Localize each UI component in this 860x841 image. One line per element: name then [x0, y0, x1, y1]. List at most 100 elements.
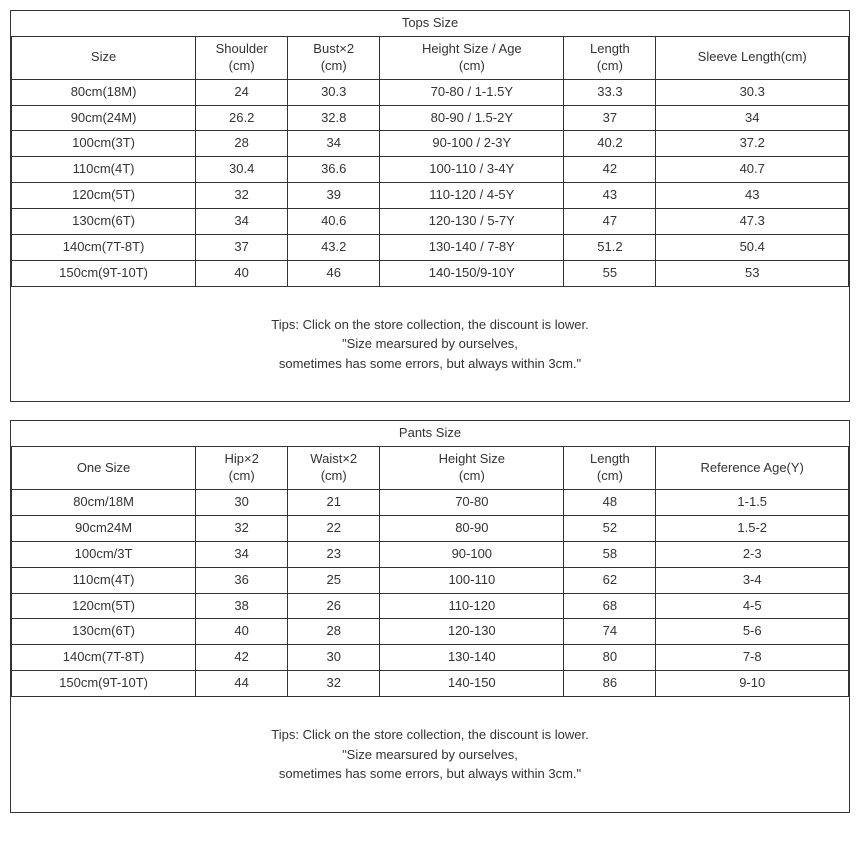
table-cell: 39: [288, 183, 380, 209]
table-cell: 26: [288, 593, 380, 619]
table-cell: 42: [196, 645, 288, 671]
table-cell: 23: [288, 541, 380, 567]
table-cell: 130cm(6T): [12, 209, 196, 235]
table-cell: 42: [564, 157, 656, 183]
table-cell: 53: [656, 260, 849, 286]
tops-header-cell: Length(cm): [564, 36, 656, 79]
table-cell: 21: [288, 489, 380, 515]
table-cell: 120-130: [380, 619, 564, 645]
table-cell: 34: [288, 131, 380, 157]
table-cell: 90-100: [380, 541, 564, 567]
table-cell: 140-150/9-10Y: [380, 260, 564, 286]
table-cell: 47: [564, 209, 656, 235]
table-cell: 34: [196, 209, 288, 235]
table-cell: 120cm(5T): [12, 183, 196, 209]
table-cell: 120cm(5T): [12, 593, 196, 619]
table-cell: 90cm24M: [12, 515, 196, 541]
table-cell: 150cm(9T-10T): [12, 260, 196, 286]
pants-header-cell: Length(cm): [564, 447, 656, 490]
table-row: 120cm(5T) 32 39 110-120 / 4-5Y 43 43: [12, 183, 849, 209]
table-cell: 100-110: [380, 567, 564, 593]
table-cell: 51.2: [564, 235, 656, 261]
tops-header-cell: Bust×2(cm): [288, 36, 380, 79]
table-cell: 34: [196, 541, 288, 567]
table-cell: 140cm(7T-8T): [12, 235, 196, 261]
table-cell: 62: [564, 567, 656, 593]
table-cell: 7-8: [656, 645, 849, 671]
table-cell: 68: [564, 593, 656, 619]
tips-line: "Size mearsured by ourselves,: [342, 336, 518, 351]
pants-title-row: Pants Size: [12, 421, 849, 446]
table-cell: 130cm(6T): [12, 619, 196, 645]
table-cell: 37: [564, 105, 656, 131]
table-row: 100cm/3T 34 23 90-100 58 2-3: [12, 541, 849, 567]
table-cell: 9-10: [656, 671, 849, 697]
table-row: 90cm(24M) 26.2 32.8 80-90 / 1.5-2Y 37 34: [12, 105, 849, 131]
table-cell: 32.8: [288, 105, 380, 131]
table-cell: 4-5: [656, 593, 849, 619]
table-cell: 1-1.5: [656, 489, 849, 515]
table-cell: 40.7: [656, 157, 849, 183]
table-cell: 25: [288, 567, 380, 593]
table-cell: 40.6: [288, 209, 380, 235]
pants-header-cell: One Size: [12, 447, 196, 490]
tops-size-container: Tops Size Size Shoulder(cm) Bust×2(cm) H…: [10, 10, 850, 402]
table-cell: 32: [196, 183, 288, 209]
table-cell: 30.4: [196, 157, 288, 183]
table-cell: 70-80: [380, 489, 564, 515]
table-cell: 100-110 / 3-4Y: [380, 157, 564, 183]
pants-size-table: Pants Size One Size Hip×2(cm) Waist×2(cm…: [11, 421, 849, 697]
tips-line: Tips: Click on the store collection, the…: [271, 317, 588, 332]
table-cell: 30.3: [288, 79, 380, 105]
tops-header-row: Size Shoulder(cm) Bust×2(cm) Height Size…: [12, 36, 849, 79]
pants-tips: Tips: Click on the store collection, the…: [11, 697, 849, 812]
table-cell: 46: [288, 260, 380, 286]
pants-header-cell: Reference Age(Y): [656, 447, 849, 490]
table-cell: 40: [196, 619, 288, 645]
table-row: 150cm(9T-10T) 40 46 140-150/9-10Y 55 53: [12, 260, 849, 286]
tops-header-cell: Size: [12, 36, 196, 79]
table-cell: 33.3: [564, 79, 656, 105]
tops-header-cell: Shoulder(cm): [196, 36, 288, 79]
table-cell: 100cm/3T: [12, 541, 196, 567]
table-row: 120cm(5T) 38 26 110-120 68 4-5: [12, 593, 849, 619]
pants-header-cell: Waist×2(cm): [288, 447, 380, 490]
table-cell: 110cm(4T): [12, 157, 196, 183]
table-cell: 110-120 / 4-5Y: [380, 183, 564, 209]
table-cell: 43: [564, 183, 656, 209]
pants-header-row: One Size Hip×2(cm) Waist×2(cm) Height Si…: [12, 447, 849, 490]
pants-header-cell: Height Size(cm): [380, 447, 564, 490]
table-cell: 28: [196, 131, 288, 157]
table-row: 90cm24M 32 22 80-90 52 1.5-2: [12, 515, 849, 541]
table-cell: 3-4: [656, 567, 849, 593]
tops-header-cell: Sleeve Length(cm): [656, 36, 849, 79]
table-cell: 130-140: [380, 645, 564, 671]
table-cell: 80-90 / 1.5-2Y: [380, 105, 564, 131]
table-cell: 48: [564, 489, 656, 515]
pants-size-container: Pants Size One Size Hip×2(cm) Waist×2(cm…: [10, 420, 850, 812]
tips-line: Tips: Click on the store collection, the…: [271, 727, 588, 742]
table-cell: 43: [656, 183, 849, 209]
tips-line: sometimes has some errors, but always wi…: [279, 356, 581, 371]
table-cell: 37.2: [656, 131, 849, 157]
table-cell: 37: [196, 235, 288, 261]
table-cell: 36.6: [288, 157, 380, 183]
tops-size-table: Tops Size Size Shoulder(cm) Bust×2(cm) H…: [11, 11, 849, 287]
table-row: 110cm(4T) 30.4 36.6 100-110 / 3-4Y 42 40…: [12, 157, 849, 183]
table-cell: 30: [288, 645, 380, 671]
table-cell: 140cm(7T-8T): [12, 645, 196, 671]
table-cell: 80-90: [380, 515, 564, 541]
table-cell: 80cm(18M): [12, 79, 196, 105]
table-cell: 55: [564, 260, 656, 286]
table-cell: 38: [196, 593, 288, 619]
table-cell: 86: [564, 671, 656, 697]
table-cell: 32: [196, 515, 288, 541]
table-cell: 26.2: [196, 105, 288, 131]
table-cell: 52: [564, 515, 656, 541]
table-row: 110cm(4T) 36 25 100-110 62 3-4: [12, 567, 849, 593]
table-cell: 50.4: [656, 235, 849, 261]
table-cell: 32: [288, 671, 380, 697]
table-cell: 30: [196, 489, 288, 515]
tops-header-cell: Height Size / Age(cm): [380, 36, 564, 79]
table-cell: 28: [288, 619, 380, 645]
